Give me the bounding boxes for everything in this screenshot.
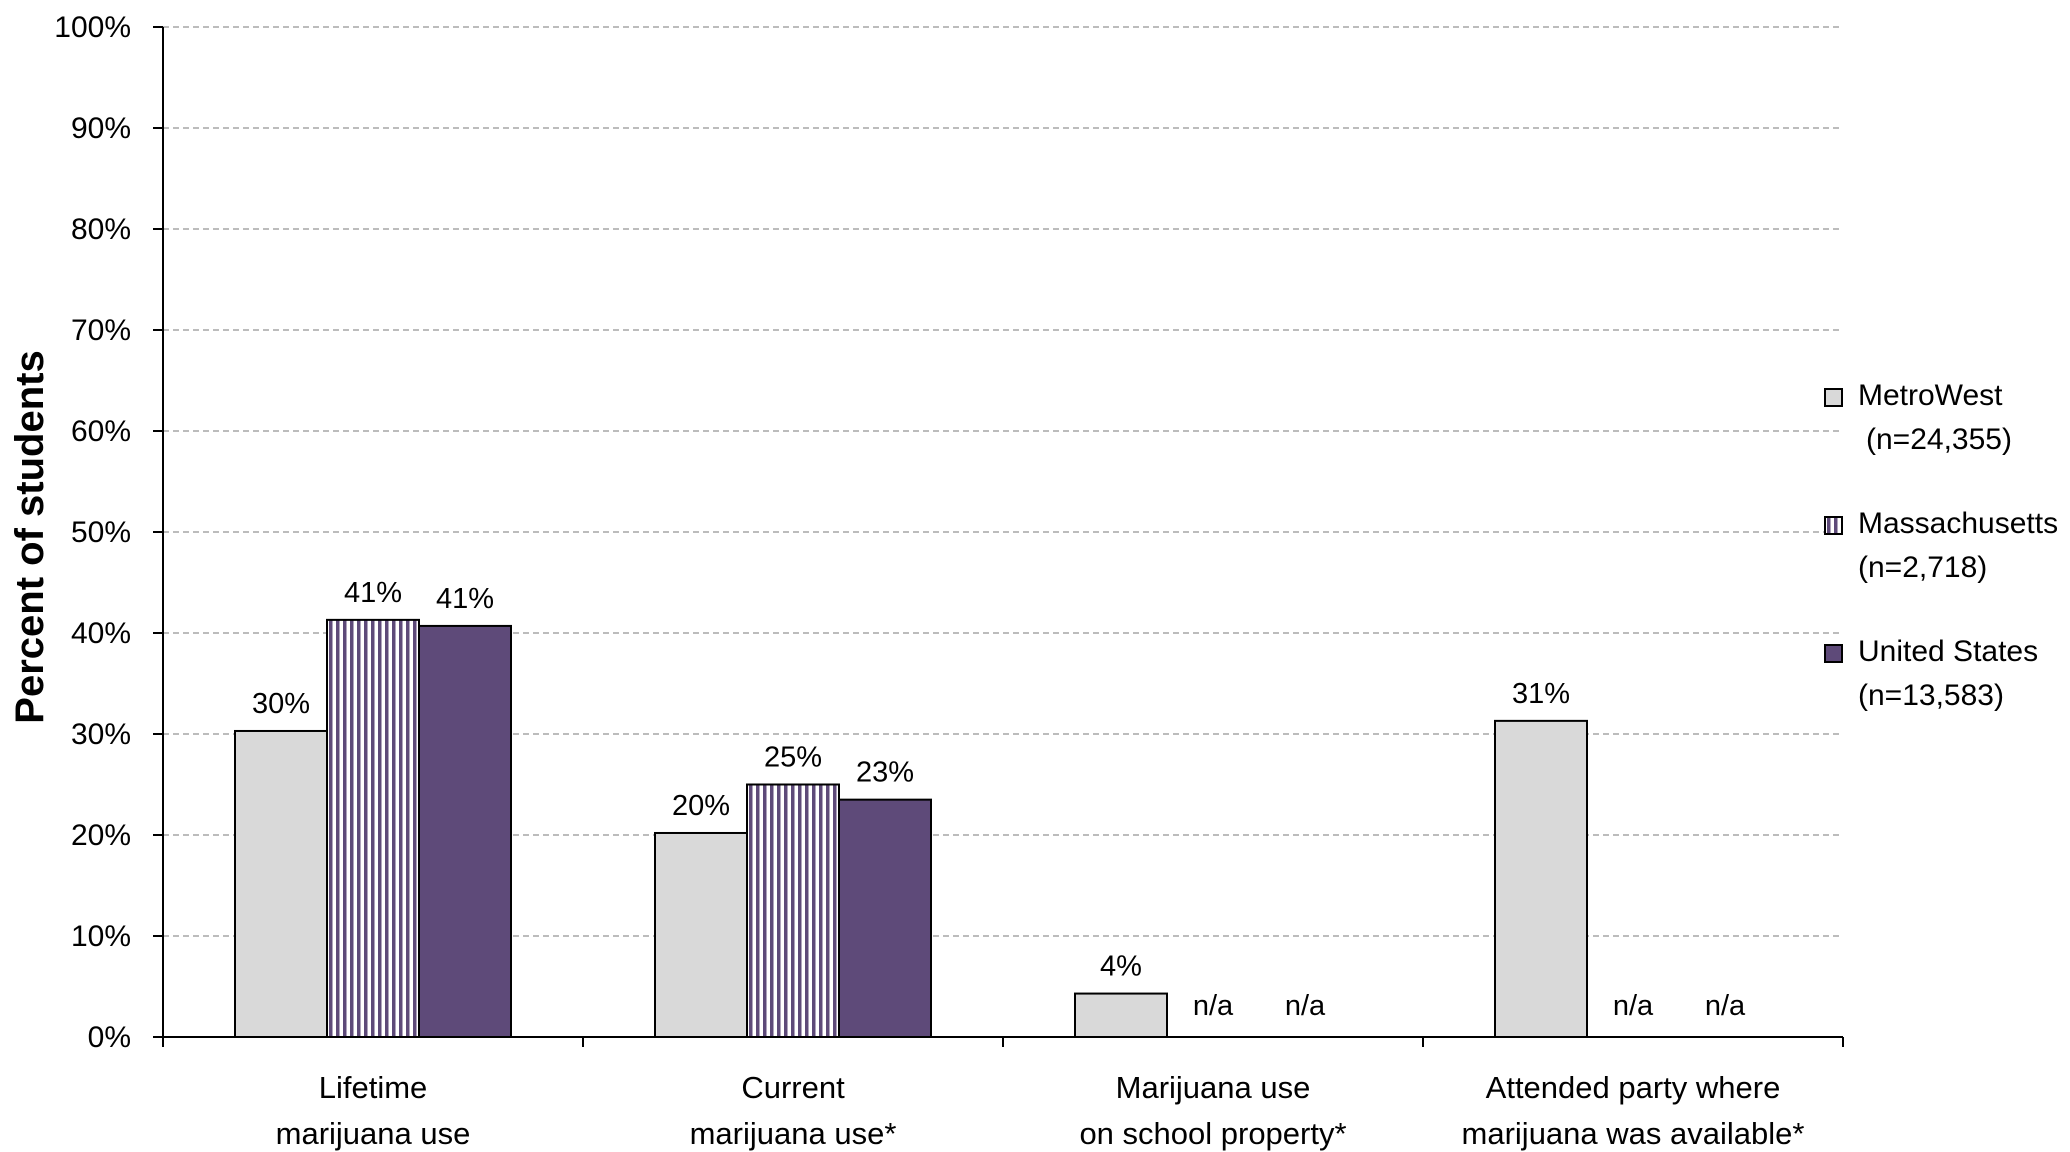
legend-label: United States	[1858, 635, 2038, 668]
data-label: 25%	[764, 742, 822, 774]
legend-swatch	[1824, 388, 1843, 407]
data-label: 20%	[672, 790, 730, 822]
y-tick-label: 90%	[71, 112, 131, 145]
y-tick-label: 70%	[71, 314, 131, 347]
data-label: 30%	[252, 688, 310, 720]
category-label: on school property*	[1079, 1116, 1346, 1151]
axes	[153, 26, 1844, 1047]
data-label: 41%	[344, 577, 402, 609]
legend-swatch	[1824, 644, 1843, 663]
data-label: 31%	[1512, 678, 1570, 710]
data-label: 23%	[856, 757, 914, 789]
data-label: n/a	[1193, 990, 1234, 1022]
data-label: 4%	[1100, 951, 1142, 983]
bar	[838, 798, 932, 1039]
legend-label: MetroWest	[1858, 379, 2003, 412]
bar	[418, 624, 512, 1038]
legend-label: (n=2,718)	[1858, 551, 1987, 584]
category-label: Attended party where	[1486, 1070, 1781, 1105]
y-tick-label: 10%	[71, 920, 131, 953]
legend-swatch	[1824, 516, 1843, 535]
data-label: n/a	[1705, 990, 1746, 1022]
y-tick-label: 20%	[71, 819, 131, 852]
y-tick-label: 60%	[71, 415, 131, 448]
y-tick-label: 100%	[54, 11, 131, 44]
y-tick-label: 80%	[71, 213, 131, 246]
bar	[654, 831, 748, 1038]
y-tick-label: 0%	[88, 1021, 131, 1054]
bar	[326, 618, 420, 1038]
category-label: Marijuana use	[1116, 1070, 1311, 1105]
legend-label: (n=13,583)	[1858, 679, 2004, 712]
bar	[234, 729, 328, 1038]
labels: 0% 10% 20% 30% 40% 50% 60% 70% 80% 90% 100% Lifetim…	[54, 11, 1804, 1151]
y-tick-label: 50%	[71, 516, 131, 549]
category-label: marijuana was available*	[1462, 1116, 1805, 1151]
y-tick-label: 40%	[71, 617, 131, 650]
y-axis-title: Percent of students	[8, 350, 52, 723]
category-label: Current	[741, 1070, 845, 1105]
category-label: Lifetime	[319, 1070, 428, 1105]
data-label: n/a	[1613, 990, 1654, 1022]
bars	[234, 618, 1588, 1039]
data-label: n/a	[1285, 990, 1326, 1022]
legend-label: Massachusetts	[1858, 507, 2058, 540]
y-tick-label: 30%	[71, 718, 131, 751]
data-label: 41%	[436, 583, 494, 615]
bar	[746, 783, 840, 1038]
category-label: marijuana use	[276, 1116, 471, 1151]
bar	[1494, 719, 1588, 1038]
bar	[1074, 992, 1168, 1039]
legend: MetroWest (n=24,355) Massachusetts (n=2,718…	[1824, 379, 2058, 712]
legend-label: (n=24,355)	[1866, 423, 2012, 456]
category-label: marijuana use*	[690, 1116, 897, 1151]
